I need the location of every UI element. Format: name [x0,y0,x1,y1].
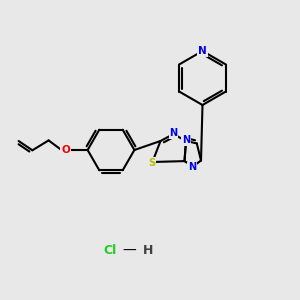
Text: N: N [198,46,207,56]
Text: —: — [123,244,136,257]
Text: N: N [169,128,178,138]
Text: N: N [188,162,196,172]
Text: Cl: Cl [103,244,116,257]
Text: H: H [142,244,153,257]
Text: N: N [182,135,190,145]
Text: O: O [61,145,70,155]
Text: S: S [148,158,155,168]
